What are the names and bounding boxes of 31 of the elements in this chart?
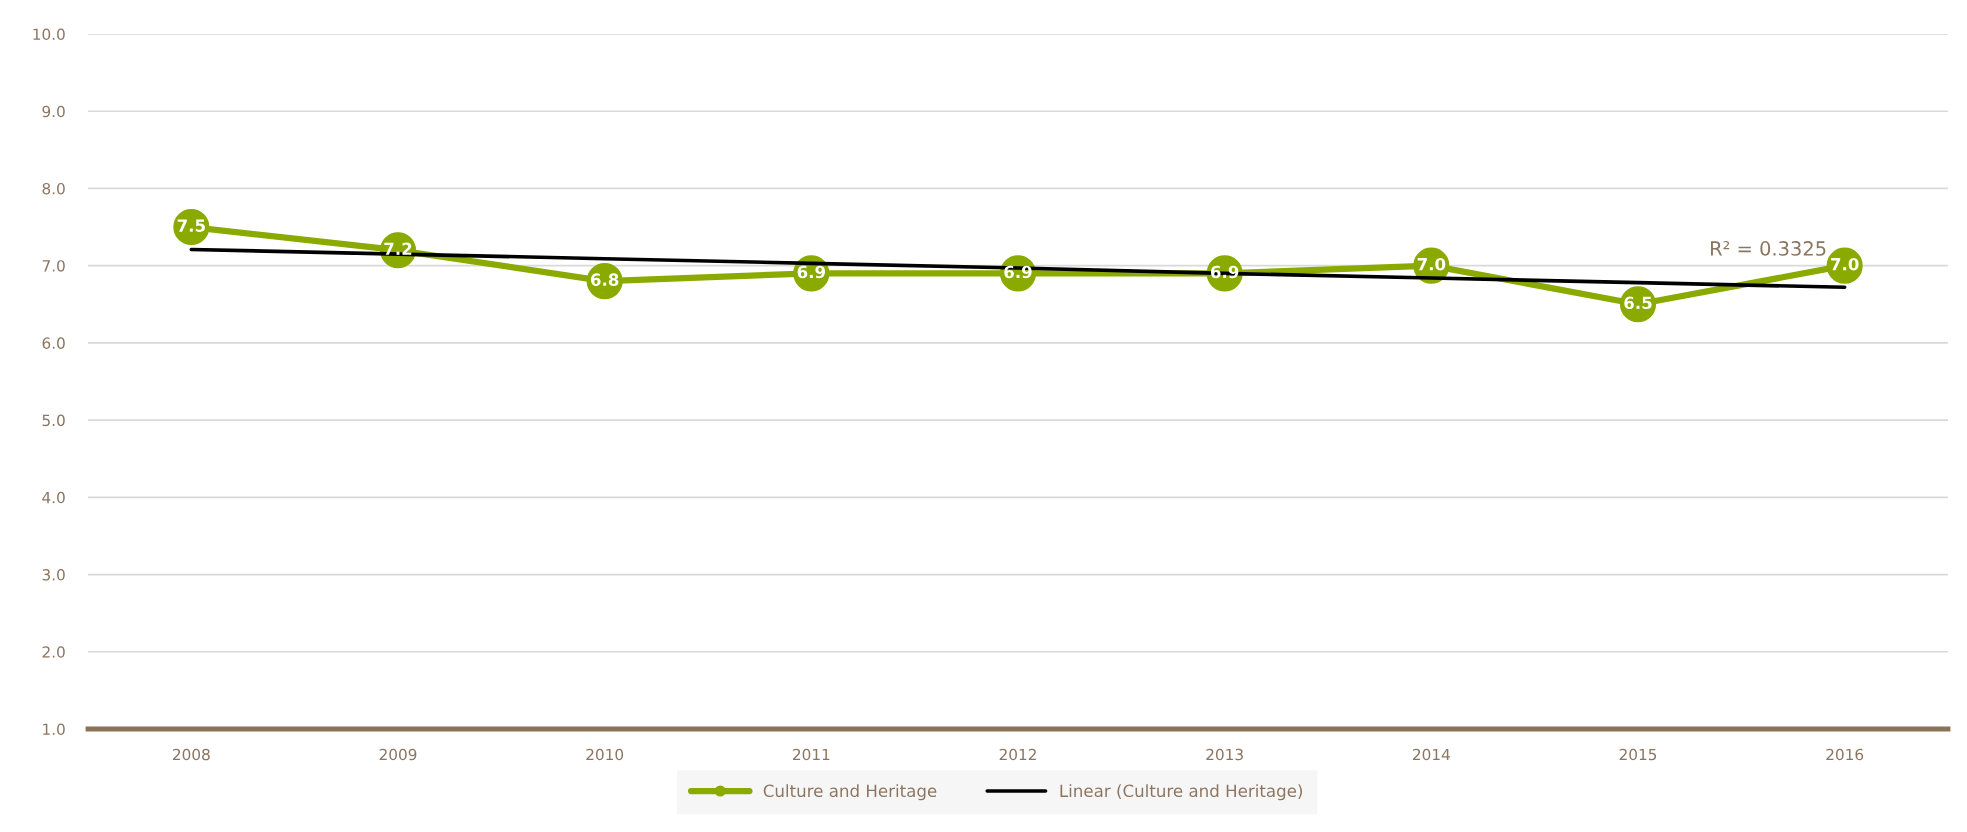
y-tick-label: 10.0 xyxy=(33,28,65,41)
x-tick-label: 2008 xyxy=(173,748,210,761)
data-label: 6.8 xyxy=(590,273,619,286)
data-label: 7.0 xyxy=(1417,257,1446,271)
y-tick-label: 4.0 xyxy=(42,491,65,504)
data-label: 6.5 xyxy=(1624,296,1652,310)
x-tick-label: 2013 xyxy=(1206,748,1243,761)
y-tick-label: 1.0 xyxy=(43,723,65,736)
annotation: R² = 0.3325 xyxy=(1711,241,1826,256)
y-tick-label: 8.0 xyxy=(42,182,65,195)
y-tick-label: 3.0 xyxy=(42,569,65,581)
data-label: 6.9 xyxy=(1210,265,1239,279)
x-tick-label: 2015 xyxy=(1619,748,1657,761)
data-label: 6.9 xyxy=(797,265,826,279)
y-tick-label: 9.0 xyxy=(42,105,65,118)
x-tick-label: 2012 xyxy=(999,748,1036,761)
y-tick-label: 6.0 xyxy=(42,337,65,349)
x-tick-label: 2009 xyxy=(379,748,417,761)
legend-label: Linear (Culture and Heritage) xyxy=(1060,784,1303,801)
data-label: 7.5 xyxy=(177,219,205,232)
y-tick-label: 2.0 xyxy=(42,646,65,658)
data-label: 7.0 xyxy=(1831,257,1859,271)
data-label: 7.2 xyxy=(384,242,412,255)
y-tick-label: 5.0 xyxy=(42,414,65,427)
y-tick-label: 7.0 xyxy=(42,260,65,272)
x-tick-label: 2016 xyxy=(1826,748,1864,761)
x-tick-label: 2011 xyxy=(793,748,830,761)
x-tick-label: 2014 xyxy=(1413,748,1450,761)
data-label: 6.9 xyxy=(1004,265,1032,279)
x-tick-label: 2010 xyxy=(586,748,624,761)
legend-label: Culture and Heritage xyxy=(763,784,937,801)
